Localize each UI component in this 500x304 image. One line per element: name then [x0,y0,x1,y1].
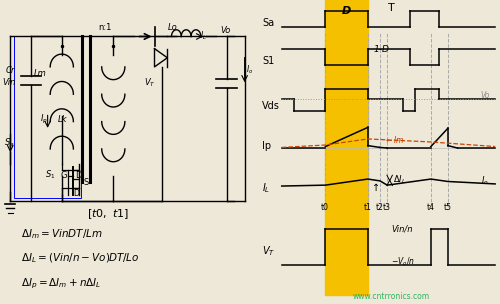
Text: D: D [74,189,80,198]
Text: D: D [342,6,351,16]
Text: $[t0, \ t1]$: $[t0, \ t1]$ [87,207,129,221]
Text: $\Delta I_L = (Vin / n - Vo)DT / Lo$: $\Delta I_L = (Vin / n - Vo)DT / Lo$ [20,252,139,265]
Text: Vin/n: Vin/n [391,225,412,234]
Text: t2: t2 [376,203,384,212]
Text: Cr: Cr [5,66,15,75]
Text: G: G [60,171,67,180]
Text: $I_o$: $I_o$ [480,175,488,188]
Text: t1: t1 [364,203,372,212]
Text: $\uparrow$: $\uparrow$ [370,181,380,193]
Text: Vo: Vo [480,91,490,100]
Text: Lk: Lk [58,115,68,124]
Text: S1: S1 [262,56,274,66]
Text: n:1: n:1 [98,23,111,33]
Text: $\Delta I_m = VinDT / Lm$: $\Delta I_m = VinDT / Lm$ [20,227,102,241]
Text: $-V_{o}/n$: $-V_{o}/n$ [391,255,415,268]
Text: Sa: Sa [262,18,274,28]
Text: $\leftarrow$Im: $\leftarrow$Im [384,133,404,145]
Text: Lo: Lo [168,23,177,33]
Text: t3: t3 [383,203,391,212]
Text: www.cntrronics.com: www.cntrronics.com [352,292,430,302]
Text: Vo: Vo [220,26,230,36]
Text: t5: t5 [444,203,452,212]
Text: Vds: Vds [262,101,280,111]
Text: $I_o$: $I_o$ [246,64,253,77]
Text: T: T [388,3,394,13]
Text: Lm: Lm [34,69,46,78]
Text: $I_L$: $I_L$ [200,29,206,42]
Text: $\Delta I_L$: $\Delta I_L$ [394,173,406,186]
Text: $\Delta I_p = \Delta I_m + n\Delta I_L$: $\Delta I_p = \Delta I_m + n\Delta I_L$ [20,276,101,291]
Text: $I_p$: $I_p$ [40,113,48,126]
Text: t0: t0 [321,203,329,212]
Text: $S_1$: $S_1$ [45,169,56,181]
Text: $I_L$: $I_L$ [262,181,270,195]
Text: Ip: Ip [262,141,272,151]
Text: $V_T$: $V_T$ [262,244,276,258]
Bar [326,0,368,295]
Text: 1-D: 1-D [373,45,389,54]
Text: $S_a$: $S_a$ [4,137,14,150]
Text: Vin: Vin [2,78,16,87]
Text: S: S [84,178,89,188]
Text: $V_T$: $V_T$ [144,76,156,89]
Bar [14,36,81,198]
Text: D: D [74,171,81,180]
Text: t4: t4 [426,203,434,212]
